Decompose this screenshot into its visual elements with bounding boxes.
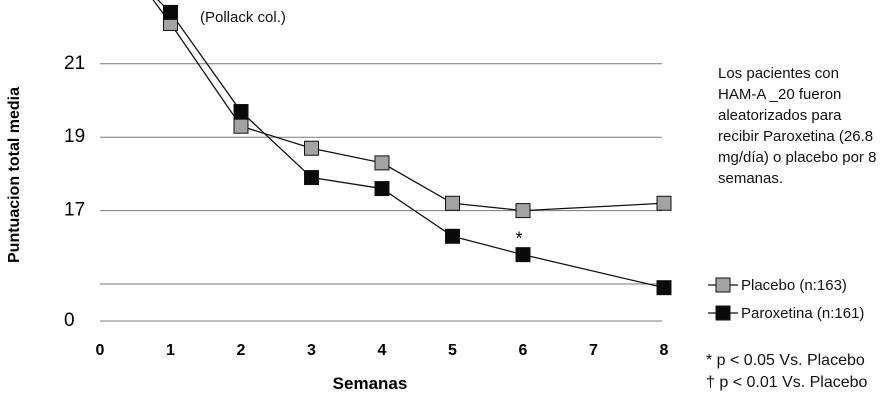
series-markers bbox=[163, 4, 672, 296]
x-tick-label: 7 bbox=[589, 342, 598, 359]
data-point-paroxetina bbox=[656, 280, 672, 296]
footnote-p001: † p < 0.01 Vs. Placebo bbox=[706, 374, 868, 391]
x-tick-label: 5 bbox=[448, 342, 457, 359]
x-tick-label: 1 bbox=[166, 342, 175, 359]
legend-label-placebo: Placebo (n:163) bbox=[741, 276, 847, 294]
x-tick-label: 8 bbox=[660, 342, 669, 359]
data-point-paroxetina bbox=[304, 170, 319, 186]
y-tick-label: 0 bbox=[64, 310, 75, 331]
chart-annotations: * bbox=[515, 229, 522, 249]
y-tick-label: 19 bbox=[64, 126, 85, 147]
legend-item-placebo: Placebo (n:163) bbox=[708, 275, 847, 295]
study-description: Los pacientes con HAM-A _20 fueron aleat… bbox=[718, 65, 877, 187]
y-tick-label: 21 bbox=[64, 53, 85, 74]
gridlines bbox=[100, 63, 662, 322]
x-tick-label: 3 bbox=[307, 342, 316, 359]
header-note: (Pollack col.) bbox=[200, 9, 286, 26]
data-point-paroxetina bbox=[515, 247, 531, 263]
y-axis-label: Puntuacion total media bbox=[6, 87, 23, 263]
legend-label-paroxetina: Paroxetina (n:161) bbox=[741, 304, 865, 322]
grey-square-icon bbox=[708, 277, 738, 293]
data-point-placebo bbox=[374, 155, 390, 171]
y-tick-label: 17 bbox=[64, 200, 85, 221]
x-tick-label: 2 bbox=[237, 342, 246, 359]
data-point-placebo bbox=[304, 140, 319, 156]
x-tick-label: 4 bbox=[378, 342, 387, 359]
data-point-paroxetina bbox=[233, 104, 249, 120]
y-axis-tick-labels: 01719212325 bbox=[64, 0, 85, 331]
data-point-placebo bbox=[233, 118, 249, 134]
footnote-p005: * p < 0.05 Vs. Placebo bbox=[706, 352, 865, 369]
data-point-paroxetina bbox=[445, 228, 460, 244]
series-line-placebo bbox=[152, 0, 665, 212]
x-axis-tick-labels: 0 1 2 3 4 5 6 7 8 bbox=[96, 342, 669, 359]
legend-item-paroxetina: Paroxetina (n:161) bbox=[708, 303, 864, 323]
series-lines bbox=[152, 0, 665, 289]
x-axis-label: Semanas bbox=[333, 374, 408, 393]
x-tick-label: 0 bbox=[96, 342, 105, 359]
data-point-placebo bbox=[656, 195, 672, 211]
data-point-paroxetina bbox=[163, 4, 178, 20]
data-point-placebo bbox=[515, 203, 531, 219]
series-line-paroxetina bbox=[157, 0, 665, 289]
x-tick-label: 6 bbox=[519, 342, 528, 359]
data-point-paroxetina bbox=[374, 181, 390, 197]
black-square-icon bbox=[708, 305, 738, 321]
data-point-placebo bbox=[445, 195, 460, 211]
significance-marker: * bbox=[515, 229, 522, 249]
